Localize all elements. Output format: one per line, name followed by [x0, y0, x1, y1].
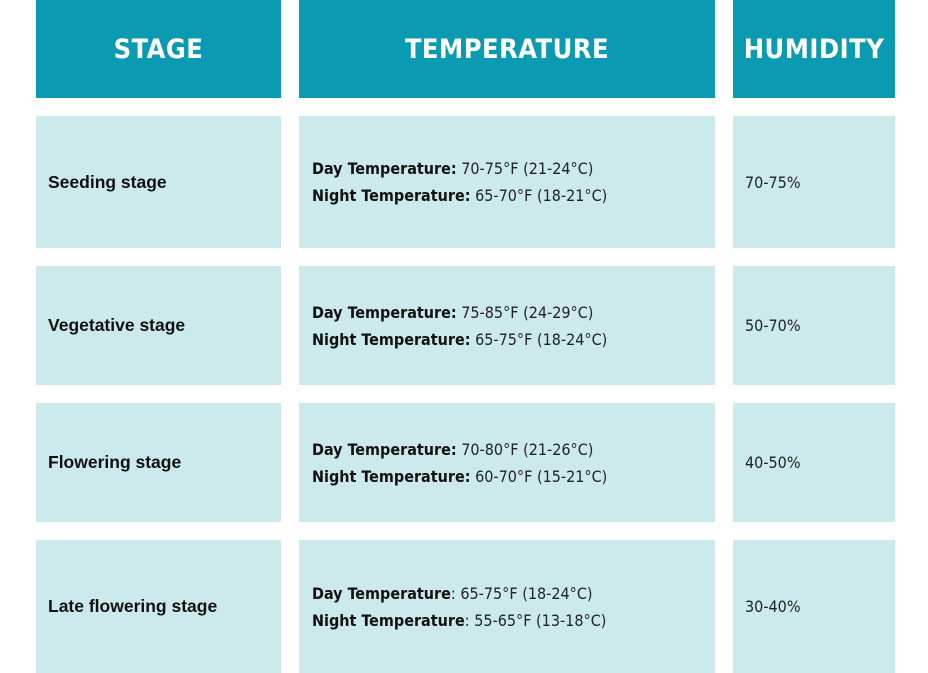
night-temperature-value: 65-75°F (18-24°C) — [470, 329, 608, 349]
header-stage: STAGE — [36, 0, 281, 98]
table-cell-temperature: Day Temperature: 70-80°F (21-26°C) Night… — [299, 403, 715, 522]
day-temperature-value: 75-85°F (24-29°C) — [456, 302, 594, 322]
night-temperature-value: : 55-65°F (13-18°C) — [464, 610, 607, 630]
table-cell-stage: Vegetative stage — [36, 266, 281, 385]
day-temperature-line: Day Temperature: 70-80°F (21-26°C) — [312, 436, 607, 463]
header-humidity: HUMIDITY — [733, 0, 895, 98]
day-temperature-value: 70-75°F (21-24°C) — [456, 159, 594, 178]
night-temperature-line: Night Temperature: 60-70°F (15-21°C) — [312, 463, 607, 490]
table-cell-humidity: 40-50% — [733, 403, 895, 522]
humidity-value: 50-70% — [745, 316, 801, 335]
temperature-values: Day Temperature: 70-80°F (21-26°C) Night… — [299, 436, 607, 490]
stage-name: Flowering stage — [48, 452, 182, 472]
table-cell-stage: Late flowering stage — [36, 540, 281, 673]
table-cell-stage: Seeding stage — [36, 116, 281, 248]
day-temperature-value: 70-80°F (21-26°C) — [456, 439, 594, 459]
table-cell-stage: Flowering stage — [36, 403, 281, 522]
day-temperature-value: : 65-75°F (18-24°C) — [450, 583, 593, 603]
night-temperature-label: Night Temperature: — [312, 329, 471, 349]
night-temperature-label: Night Temperature: — [312, 466, 471, 486]
table-cell-temperature: Day Temperature: 65-75°F (18-24°C) Night… — [299, 540, 715, 673]
night-temperature-line: Night Temperature: 65-75°F (18-24°C) — [312, 326, 607, 353]
day-temperature-label: Day Temperature — [312, 583, 451, 603]
day-temperature-label: Day Temperature: — [312, 302, 457, 322]
humidity-value: 30-40% — [745, 597, 801, 616]
humidity-value: 70-75% — [745, 172, 801, 192]
temperature-values: Day Temperature: 65-75°F (18-24°C) Night… — [299, 580, 606, 634]
day-temperature-line: Day Temperature: 75-85°F (24-29°C) — [312, 299, 607, 326]
night-temperature-line: Night Temperature: 55-65°F (13-18°C) — [312, 607, 606, 634]
header-temperature: TEMPERATURE — [299, 0, 715, 98]
table-cell-humidity: 30-40% — [733, 540, 895, 673]
stage-name: Vegetative stage — [48, 315, 186, 335]
humidity-value: 40-50% — [745, 453, 801, 472]
night-temperature-label: Night Temperature — [312, 610, 465, 630]
stage-name: Seeding stage — [48, 171, 167, 192]
day-temperature-line: Day Temperature: 70-75°F (21-24°C) — [312, 155, 607, 182]
stage-name: Late flowering stage — [48, 596, 218, 616]
table-cell-humidity: 70-75% — [733, 116, 895, 248]
day-temperature-label: Day Temperature: — [312, 439, 457, 459]
temperature-values: Day Temperature: 70-75°F (21-24°C) Night… — [299, 155, 607, 209]
table-cell-temperature: Day Temperature: 75-85°F (24-29°C) Night… — [299, 266, 715, 385]
table-cell-humidity: 50-70% — [733, 266, 895, 385]
night-temperature-label: Night Temperature: — [312, 186, 471, 205]
table-cell-temperature: Day Temperature: 70-75°F (21-24°C) Night… — [299, 116, 715, 248]
day-temperature-label: Day Temperature: — [312, 159, 457, 178]
night-temperature-line: Night Temperature: 65-70°F (18-21°C) — [312, 182, 607, 209]
night-temperature-value: 60-70°F (15-21°C) — [470, 466, 608, 486]
day-temperature-line: Day Temperature: 65-75°F (18-24°C) — [312, 580, 606, 607]
night-temperature-value: 65-70°F (18-21°C) — [470, 186, 608, 205]
temperature-values: Day Temperature: 75-85°F (24-29°C) Night… — [299, 299, 607, 353]
